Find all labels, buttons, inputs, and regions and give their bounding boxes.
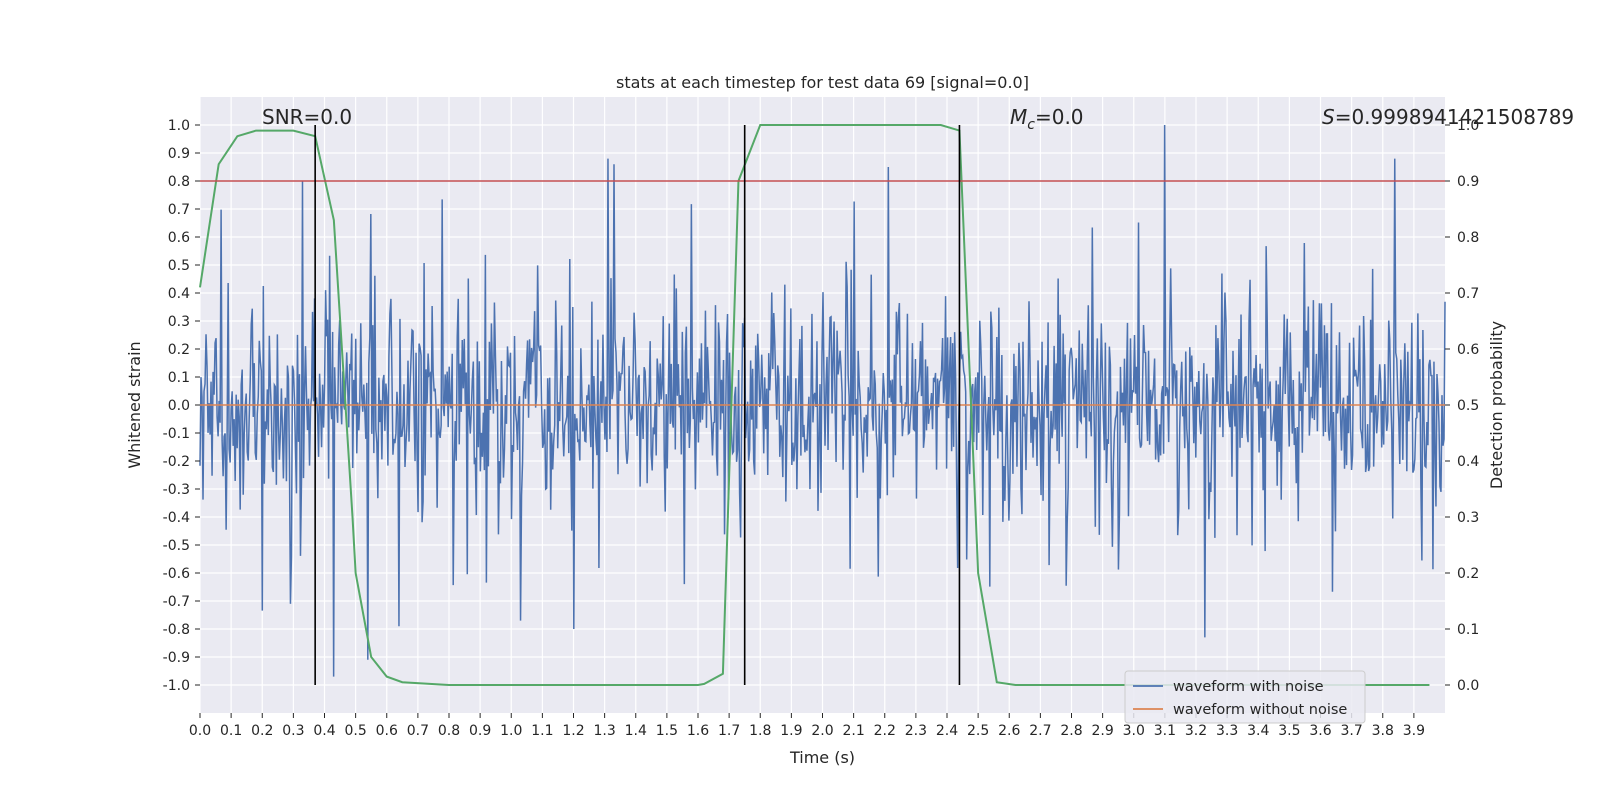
y-tick-label: 0.3 bbox=[168, 314, 190, 330]
y2-tick-label: 0.5 bbox=[1457, 398, 1479, 414]
x-tick-label: 1.8 bbox=[749, 723, 771, 739]
x-tick-label: 1.4 bbox=[625, 723, 647, 739]
x-tick-label: 2.4 bbox=[936, 723, 958, 739]
x-tick-label: 3.3 bbox=[1216, 723, 1238, 739]
chart-title: stats at each timestep for test data 69 … bbox=[616, 73, 1029, 92]
x-tick-label: 2.7 bbox=[1029, 723, 1051, 739]
x-tick-label: 0.0 bbox=[189, 723, 211, 739]
x-tick-label: 1.7 bbox=[718, 723, 740, 739]
y-tick-label: -0.3 bbox=[163, 482, 190, 498]
y2-tick-label: 0.1 bbox=[1457, 622, 1479, 638]
legend-label: waveform without noise bbox=[1173, 702, 1347, 718]
y-tick-label: 0.7 bbox=[168, 202, 190, 218]
annotation-value: =0.9998941421508789 bbox=[1335, 105, 1574, 129]
x-tick-label: 3.8 bbox=[1372, 723, 1394, 739]
detection-probability-line bbox=[199, 124, 1430, 686]
x-tick-label: 3.9 bbox=[1403, 723, 1425, 739]
y-tick-label: 0.9 bbox=[168, 146, 190, 162]
x-tick-label: 0.9 bbox=[469, 723, 491, 739]
vertical-markers bbox=[314, 125, 961, 685]
y2-tick-label: 0.3 bbox=[1457, 510, 1479, 526]
annotation-symbol: M bbox=[1010, 105, 1027, 129]
y2-tick-label: 0.8 bbox=[1457, 230, 1479, 246]
y-axis-ticks: -1.0 -0.9 -0.8 -0.7 -0.6 -0.5 -0.4 -0.3 -0.2 -0.1… bbox=[163, 118, 200, 694]
y-tick-label: -1.0 bbox=[163, 678, 190, 694]
y-tick-label: -0.6 bbox=[163, 566, 190, 582]
x-tick-label: 3.7 bbox=[1340, 723, 1362, 739]
x-tick-label: 2.9 bbox=[1091, 723, 1113, 739]
x-tick-label: 0.3 bbox=[282, 723, 304, 739]
annotations: SNR=0.0 Mc=0.0 S=0.9998941421508789 bbox=[262, 105, 1574, 133]
series-waveform-with-noise bbox=[199, 124, 1446, 677]
x-tick-label: 3.0 bbox=[1123, 723, 1145, 739]
x-tick-label: 0.5 bbox=[344, 723, 366, 739]
series-detection-probability bbox=[199, 124, 1430, 686]
x-tick-label: 1.0 bbox=[500, 723, 522, 739]
y-tick-label: 0.2 bbox=[168, 342, 190, 358]
x-tick-label: 2.1 bbox=[842, 723, 864, 739]
y-tick-label: 0.5 bbox=[168, 258, 190, 274]
x-tick-label: 1.5 bbox=[656, 723, 678, 739]
y-tick-label: 0.0 bbox=[168, 398, 190, 414]
y-tick-label: -0.4 bbox=[163, 510, 190, 526]
x-tick-label: 1.3 bbox=[593, 723, 615, 739]
y-tick-label: -0.9 bbox=[163, 650, 190, 666]
y-tick-label: 0.6 bbox=[168, 230, 190, 246]
x-tick-label: 2.8 bbox=[1060, 723, 1082, 739]
y-axis-label: Whitened strain bbox=[125, 341, 144, 468]
x-tick-label: 1.6 bbox=[687, 723, 709, 739]
x-tick-label: 0.7 bbox=[407, 723, 429, 739]
noise-waveform-line bbox=[199, 124, 1446, 677]
x-tick-label: 3.1 bbox=[1154, 723, 1176, 739]
x-tick-label: 1.2 bbox=[562, 723, 584, 739]
x-tick-label: 3.4 bbox=[1247, 723, 1269, 739]
y2-tick-label: 0.6 bbox=[1457, 342, 1479, 358]
annotation-subscript: c bbox=[1027, 117, 1035, 133]
y-tick-label: -0.7 bbox=[163, 594, 190, 610]
x-tick-label: 3.2 bbox=[1185, 723, 1207, 739]
x-tick-label: 2.3 bbox=[905, 723, 927, 739]
y-tick-label: -0.1 bbox=[163, 426, 190, 442]
y2-tick-label: 0.2 bbox=[1457, 566, 1479, 582]
y2-tick-label: 0.0 bbox=[1457, 678, 1479, 694]
y2-tick-label: 1.0 bbox=[1457, 118, 1479, 134]
y-tick-label: 0.8 bbox=[168, 174, 190, 190]
y-tick-label: -0.5 bbox=[163, 538, 190, 554]
legend-box bbox=[1124, 670, 1366, 724]
x-tick-label: 3.6 bbox=[1309, 723, 1331, 739]
x-tick-label: 0.4 bbox=[313, 723, 335, 739]
annotation-1: Mc=0.0 bbox=[1010, 105, 1084, 133]
x-axis-ticks: 0.0 0.1 0.2 0.3 0.4 0.5 0.6 0.7 0.8 0.9 1.0 1.1 1.2 1… bbox=[189, 713, 1425, 739]
x-tick-label: 2.6 bbox=[998, 723, 1020, 739]
y2-axis-label: Detection probability bbox=[1487, 321, 1506, 489]
y-tick-label: -0.8 bbox=[163, 622, 190, 638]
x-tick-label: 3.5 bbox=[1278, 723, 1300, 739]
x-axis-label: Time (s) bbox=[789, 748, 855, 767]
annotation-symbol: S bbox=[1322, 105, 1335, 129]
y-tick-label: 0.1 bbox=[168, 370, 190, 386]
legend: waveform with noise waveform without nois… bbox=[1124, 670, 1366, 724]
x-tick-label: 2.0 bbox=[811, 723, 833, 739]
annotation-value: =0.0 bbox=[1035, 105, 1084, 129]
annotation-2: S=0.9998941421508789 bbox=[1322, 105, 1574, 129]
x-tick-label: 0.8 bbox=[438, 723, 460, 739]
x-tick-label: 0.6 bbox=[376, 723, 398, 739]
annotation-0: SNR=0.0 bbox=[262, 105, 352, 129]
y2-tick-label: 0.7 bbox=[1457, 286, 1479, 302]
x-tick-label: 1.1 bbox=[531, 723, 553, 739]
y2-axis-ticks: 0.0 0.1 0.2 0.3 0.4 0.5 0.6 0.7 0.8 0.9 1.0 bbox=[1445, 118, 1479, 694]
y-tick-label: 1.0 bbox=[168, 118, 190, 134]
y2-tick-label: 0.4 bbox=[1457, 454, 1479, 470]
x-tick-label: 2.2 bbox=[874, 723, 896, 739]
x-tick-label: 1.9 bbox=[780, 723, 802, 739]
x-tick-label: 0.2 bbox=[251, 723, 273, 739]
y-tick-label: -0.2 bbox=[163, 454, 190, 470]
x-tick-label: 2.5 bbox=[967, 723, 989, 739]
x-tick-label: 0.1 bbox=[220, 723, 242, 739]
legend-label: waveform with noise bbox=[1173, 679, 1324, 695]
y2-tick-label: 0.9 bbox=[1457, 174, 1479, 190]
y-tick-label: 0.4 bbox=[168, 286, 190, 302]
